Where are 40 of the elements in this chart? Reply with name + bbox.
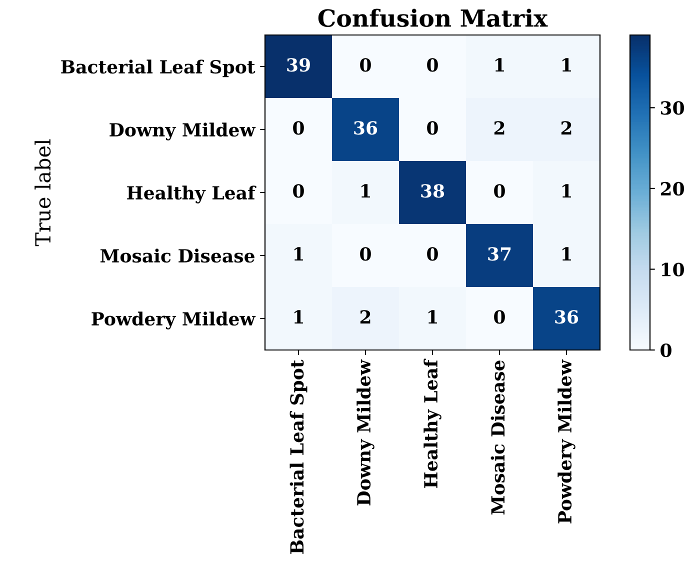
data-label: 1 [495,58,504,72]
data-label: 1 [361,184,370,198]
data-label: 1 [428,310,437,324]
data-label: 1 [294,310,303,324]
data-label: 0 [494,310,505,324]
data-label: 1 [562,247,571,260]
x-tick-label: Mosaic Disease [490,360,505,515]
x-tick-label: Downy Mildew [356,359,374,506]
data-label: 0 [494,184,505,198]
data-label: 1 [562,184,571,198]
color-bar-label: 20 [660,182,684,196]
x-tick-label: Powdery Mildew [558,359,576,524]
color-bar-label: 30 [660,101,684,115]
data-label: 36 [555,310,578,324]
data-label: 36 [354,121,378,135]
data-label: 0 [293,184,304,198]
data-label: 37 [488,247,511,261]
y-tick-label: Downy Mildew [110,122,256,140]
y-tick-label: Mosaic Disease [100,248,254,263]
data-label: 39 [287,58,310,72]
y-axis-title: True label [34,139,51,246]
data-label: 2 [494,121,504,134]
data-label: 2 [360,310,370,324]
color-bar-label: 0 [660,343,672,358]
data-label: 0 [360,58,371,72]
data-label: 1 [562,58,571,72]
data-label: 1 [294,247,303,260]
data-label: 0 [427,247,438,261]
y-tick-label: Bacterial Leaf Spot [61,60,256,78]
data-label: 38 [421,184,444,198]
data-label: 2 [561,121,572,134]
data-label: 0 [360,247,371,261]
x-tick-label: Healthy Leaf [424,358,442,488]
color-bar-label: 10 [662,262,684,276]
chart-title: Confusion Matrix [318,8,548,27]
data-label: 0 [427,58,438,72]
y-tick-label: Powdery Mildew [92,312,256,330]
data-label: 0 [427,121,438,135]
y-tick-label: Healthy Leaf [127,186,256,204]
data-label: 0 [293,121,304,135]
